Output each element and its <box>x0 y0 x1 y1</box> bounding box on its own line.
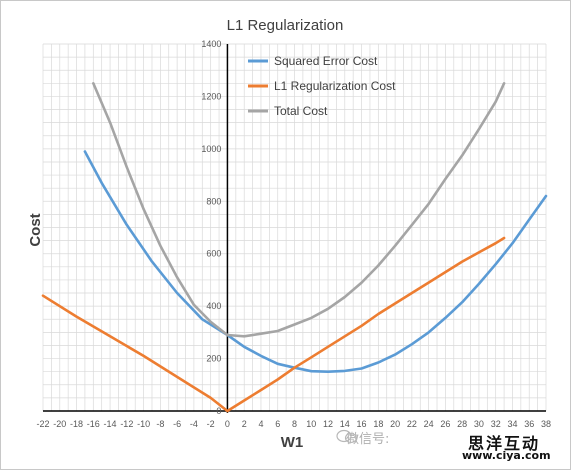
x-axis-label: W1 <box>281 434 304 451</box>
x-tick-label: 24 <box>424 419 434 429</box>
x-tick-label: 20 <box>390 419 400 429</box>
x-tick-label: -14 <box>104 419 117 429</box>
x-tick-label: 26 <box>440 419 450 429</box>
axes: -22 -20 -18 -16 -14 -12 -10 -8 -6 -4 -2 0 2 4 6 8 10 12 14… <box>36 39 551 429</box>
x-tick-label: 0 <box>225 419 230 429</box>
x-tick-label: 4 <box>258 419 263 429</box>
watermark-wechat-label: 微信号: <box>346 432 390 447</box>
watermark-background <box>452 428 568 466</box>
series-lines <box>41 82 548 413</box>
x-tick-label: -2 <box>207 419 215 429</box>
series-line-squared-error-cost <box>83 150 548 373</box>
grid-lines <box>42 43 547 412</box>
y-axis-label: Cost <box>27 213 44 246</box>
x-tick-label: -20 <box>53 419 66 429</box>
y-tick-label: 0 <box>216 406 221 416</box>
y-tick-label: 600 <box>206 249 221 259</box>
x-tick-label: 14 <box>340 419 350 429</box>
chart-title: L1 Regularization <box>227 17 344 34</box>
y-tick-label: 800 <box>206 196 221 206</box>
x-tick-label: 6 <box>275 419 280 429</box>
wechat-icon <box>336 429 358 444</box>
x-tick-label: -12 <box>120 419 133 429</box>
x-tick-label: 30 <box>474 419 484 429</box>
x-tick-label: -22 <box>36 419 49 429</box>
watermark-url: www.ciya.com <box>462 449 551 462</box>
y-tick-label: 400 <box>206 301 221 311</box>
legend-label: L1 Regularization Cost <box>274 79 396 93</box>
y-tick-label: 1200 <box>201 91 221 101</box>
y-tick-label: 1000 <box>201 144 221 154</box>
x-tick-label: 38 <box>541 419 551 429</box>
x-tick-label: -6 <box>173 419 181 429</box>
x-tick-label: 36 <box>524 419 534 429</box>
series-line-total-cost <box>92 82 506 338</box>
x-tick-label: 8 <box>292 419 297 429</box>
x-tick-label: 18 <box>373 419 383 429</box>
x-tick-label: 10 <box>306 419 316 429</box>
x-tick-label: -8 <box>156 419 164 429</box>
legend-label: Squared Error Cost <box>274 54 378 68</box>
x-tick-label: 32 <box>491 419 501 429</box>
x-tick-label: 12 <box>323 419 333 429</box>
series-line-l1-regularization-cost <box>41 236 506 413</box>
x-tick-label: -16 <box>87 419 100 429</box>
legend: Squared Error Cost L1 Regularization Cost… <box>248 54 396 118</box>
x-tick-label: 34 <box>507 419 517 429</box>
x-tick-label: -18 <box>70 419 83 429</box>
x-tick-label: -4 <box>190 419 198 429</box>
y-tick-label: 200 <box>206 354 221 364</box>
watermark-brand-name: 思洋互动 <box>468 434 541 453</box>
x-tick-label: 2 <box>242 419 247 429</box>
x-tick-label: 28 <box>457 419 467 429</box>
y-tick-label: 1400 <box>201 39 221 49</box>
legend-label: Total Cost <box>274 104 328 118</box>
x-tick-label: 22 <box>407 419 417 429</box>
x-tick-label: 16 <box>357 419 367 429</box>
x-tick-label: -10 <box>137 419 150 429</box>
